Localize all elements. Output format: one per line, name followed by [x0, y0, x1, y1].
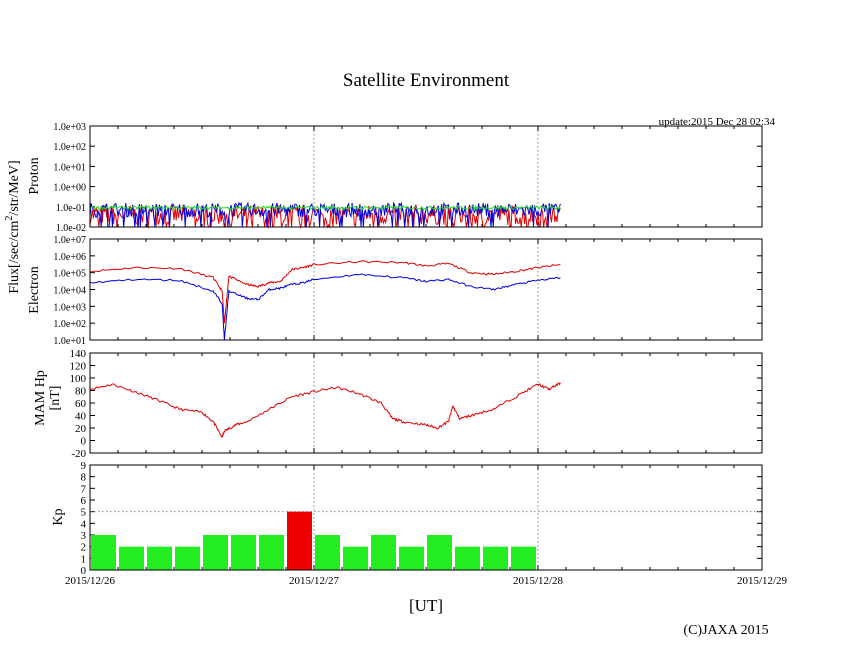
proton-ytick-label: 1.0e-01	[56, 203, 86, 214]
proton-ytick-label: 1.0e+00	[53, 183, 86, 194]
mam-ytick-label: -20	[71, 448, 86, 460]
kp-bar	[287, 511, 312, 570]
mam-ytick-label: 80	[75, 386, 87, 398]
plot-area: 1.0e-02 1.0e-01 1.0e+00 1.0e+01 1.0e+02 1.0e+…	[53, 122, 787, 587]
kp-ytick-label: 5	[81, 507, 87, 519]
electron-ytick-label: 1.0e+03	[53, 302, 86, 313]
proton-series-line	[89, 203, 561, 229]
x-tick-label: 2015/12/28	[513, 575, 564, 587]
update-timestamp: update:2015 Dec 28 02:34	[659, 116, 776, 128]
electron-ylabel: Electron	[27, 266, 42, 313]
x-axis-label: [UT]	[409, 596, 443, 615]
electron-ytick-label: 1.0e+02	[53, 319, 86, 330]
kp-bar	[511, 546, 536, 570]
kp-ytick-label: 8	[81, 472, 87, 484]
kp-ytick-label: 1	[81, 553, 87, 565]
proton-ytick-label: 1.0e+03	[53, 122, 86, 133]
proton-ylabel: Proton	[27, 157, 42, 194]
proton-frame	[89, 125, 763, 228]
flux-axis-label: Flux[/sec/cm2/str/MeV]	[4, 160, 22, 293]
kp-ytick-label: 0	[81, 565, 87, 577]
kp-bar	[427, 535, 452, 570]
kp-bar	[175, 546, 200, 570]
x-tick-label: 2015/12/29	[737, 575, 788, 587]
mam-ytick-label: 120	[70, 361, 87, 373]
mam-ytick-label: 100	[70, 373, 87, 385]
electron-ytick-label: 1.0e+07	[53, 235, 86, 246]
mam-ytick-label: 40	[75, 411, 87, 423]
kp-ytick-label: 7	[81, 483, 87, 495]
mam-ytick-label: 60	[75, 398, 87, 410]
electron-ytick-label: 1.0e+06	[53, 252, 86, 263]
mam-ytick-label: 20	[75, 423, 87, 435]
mam-ylabel: MAM Hp	[33, 370, 48, 426]
kp-bar	[91, 535, 116, 570]
flux-label-suffix: /str/MeV]	[7, 160, 22, 215]
kp-bar	[483, 546, 508, 570]
kp-bar	[259, 535, 284, 570]
kp-bar	[119, 546, 144, 570]
mam-ytick-label: 140	[70, 348, 87, 360]
mam-series-line	[89, 381, 561, 438]
electron-series-line	[89, 260, 561, 324]
mam-frame	[89, 352, 763, 454]
kp-bar	[371, 535, 396, 570]
kp-bar	[147, 546, 172, 570]
flux-label-sup: 2	[4, 216, 15, 221]
chart-title: Satellite Environment	[343, 70, 510, 91]
electron-ytick-label: 1.0e+04	[53, 286, 86, 297]
kp-ytick-label: 2	[81, 542, 87, 554]
x-tick-label: 2015/12/26	[65, 575, 116, 587]
kp-bar	[315, 535, 340, 570]
kp-bar	[203, 535, 228, 570]
proton-ytick-label: 1.0e-02	[56, 223, 86, 234]
electron-series-line	[89, 273, 561, 341]
kp-bar	[343, 546, 368, 570]
kp-ytick-label: 3	[81, 530, 87, 542]
electron-ytick-label: 1.0e+05	[53, 269, 86, 280]
flux-label-prefix: Flux[/sec/cm	[7, 220, 22, 293]
x-tick-label: 2015/12/27	[289, 575, 340, 587]
kp-ytick-label: 4	[81, 518, 87, 530]
proton-ytick-label: 1.0e+01	[53, 162, 86, 173]
kp-ylabel: Kp	[51, 508, 66, 525]
kp-bar	[399, 546, 424, 570]
proton-series-line	[89, 204, 561, 211]
kp-frame	[89, 464, 763, 571]
copyright: (C)JAXA 2015	[683, 623, 768, 638]
kp-bar	[231, 535, 256, 570]
mam-yunit: [nT]	[48, 386, 63, 411]
electron-frame	[89, 238, 763, 341]
electron-ytick-label: 1.0e+01	[53, 336, 86, 347]
kp-ytick-label: 9	[81, 460, 87, 472]
mam-ytick-label: 0	[81, 436, 87, 448]
kp-ytick-label: 6	[81, 495, 87, 507]
kp-bar	[455, 546, 480, 570]
proton-ytick-label: 1.0e+02	[53, 142, 86, 153]
